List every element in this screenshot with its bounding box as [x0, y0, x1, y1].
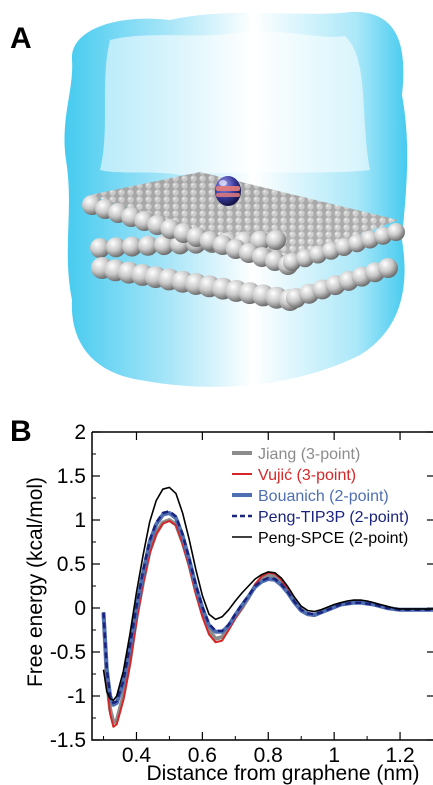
y-axis-label: Free energy (kcal/mol)	[24, 477, 47, 687]
x-tick-label: 0.4	[122, 744, 152, 767]
y-tick-label: -0.5	[50, 641, 86, 664]
graphene-bilayer-icon	[82, 172, 405, 311]
y-tick-label: 1.5	[57, 465, 86, 488]
panel-a-scene	[64, 11, 408, 387]
upper-sheet-atom	[387, 223, 405, 241]
x-tick-label: 0.6	[188, 744, 217, 767]
x-axis-label: Distance from graphene (nm)	[146, 762, 419, 785]
legend: Jiang (3-point) Vujić (3-point) Bouanich (…	[232, 446, 409, 547]
series-line-peng-tip3p-2-point	[102, 509, 433, 705]
y-axis: -1.5 -1 -0.5 0 0.5 1 1.5 2	[50, 421, 433, 752]
y-tick-label: 2	[74, 421, 86, 444]
panel-b-label: B	[10, 415, 32, 448]
legend-label: Bouanich (2-point)	[258, 488, 389, 505]
lower-sheet-atom	[154, 235, 174, 256]
series-line-vuji-3-point	[102, 519, 433, 728]
series-group	[101, 486, 433, 728]
lower-sheet-atom	[90, 238, 110, 258]
x-tick-label: 1	[328, 744, 340, 767]
ion-probe-icon	[215, 176, 241, 206]
series-line-peng-spce-2-point	[102, 486, 433, 702]
x-tick-label: 0.8	[254, 744, 283, 767]
lower-sheet-atom	[138, 235, 158, 256]
lower-sheet-atom	[106, 237, 126, 258]
legend-label: Peng-TIP3P (2-point)	[258, 509, 409, 526]
x-axis: 0.4 0.6 0.8 1 1.2	[103, 432, 415, 767]
y-tick-label: 0.5	[57, 553, 86, 576]
panel-a-label: A	[10, 22, 32, 55]
legend-label: Peng-SPCE (2-point)	[258, 530, 408, 547]
lower-sheet-atom	[378, 258, 398, 278]
legend-label: Jiang (3-point)	[258, 446, 360, 463]
lower-sheet-atom	[122, 236, 142, 257]
y-tick-label: 0	[74, 597, 86, 620]
y-tick-label: -1	[67, 685, 86, 708]
legend-label: Vujić (3-point)	[258, 467, 356, 484]
x-tick-label: 1.2	[385, 744, 414, 767]
series-line-jiang-3-point	[101, 518, 433, 725]
y-tick-label: 1	[74, 509, 86, 532]
y-tick-label: -1.5	[50, 729, 86, 752]
lower-sheet-atom	[266, 230, 286, 250]
